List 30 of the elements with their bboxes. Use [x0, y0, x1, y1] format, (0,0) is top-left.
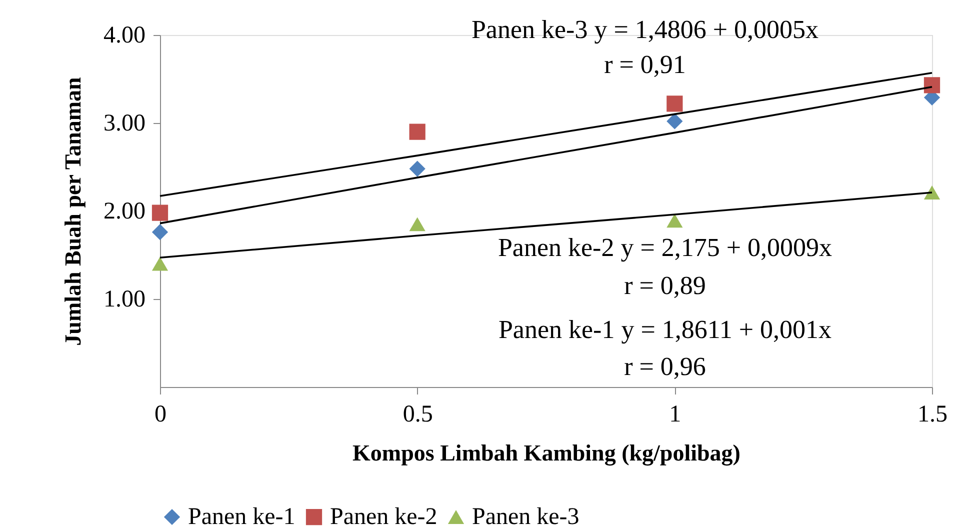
point	[409, 217, 426, 232]
annotation: r = 0,89	[624, 271, 706, 300]
annotation: Panen ke-1 y = 1,8611 + 0,001x	[498, 315, 832, 344]
y-tick-label: 1.00	[104, 286, 146, 312]
point	[666, 113, 683, 130]
annotation: Panen ke-2 y = 2,175 + 0,0009x	[498, 233, 832, 262]
point	[924, 186, 940, 200]
x-tick-label: 1.5	[918, 402, 948, 428]
point	[924, 77, 940, 94]
y-tick-label: 3.00	[104, 110, 146, 136]
legend-label: Panen ke-2	[330, 504, 438, 529]
annotation: r = 0,91	[604, 50, 686, 79]
x-tick-label: 0.5	[402, 402, 433, 428]
annotation: Panen ke-3 y = 1,4806 + 0,0005x	[471, 15, 819, 44]
point	[152, 224, 168, 240]
point	[152, 256, 168, 271]
x-tick-label: 1	[669, 402, 682, 428]
point	[152, 204, 168, 221]
y-tick-label: 2.00	[104, 198, 146, 224]
point	[409, 124, 426, 140]
legend-label: Panen ke-3	[472, 504, 580, 529]
annotation: r = 0,96	[624, 352, 706, 381]
y-axis-title: Jumlah Buah per Tanaman	[60, 76, 86, 346]
x-axis-title: Kompos Limbah Kambing (kg/polibag)	[352, 440, 740, 466]
point	[409, 160, 426, 177]
x-tick-label: 0	[154, 402, 166, 428]
point	[666, 96, 683, 112]
point	[666, 214, 683, 228]
legend-label: Panen ke-1	[188, 504, 296, 529]
y-tick-label: 4.00	[104, 22, 146, 48]
